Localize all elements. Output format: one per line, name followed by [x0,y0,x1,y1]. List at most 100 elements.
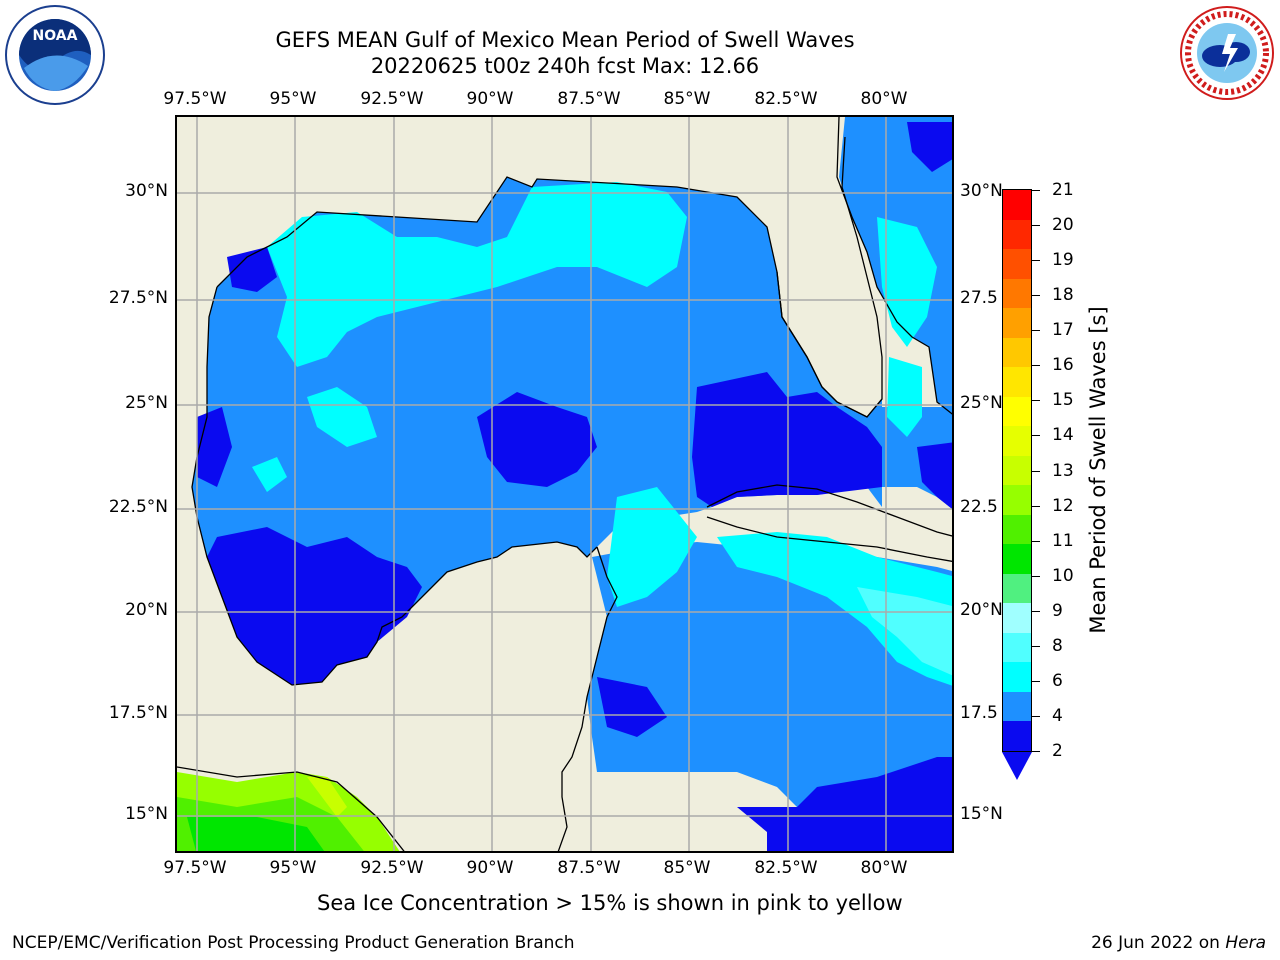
colorbar-title: Mean Period of Swell Waves [s] [1086,306,1110,634]
lat-label-right: 17.5 [960,703,998,723]
colorbar-segment [1003,455,1031,486]
lat-label-right: 20°N [960,600,1003,620]
lat-label-right: 15°N [960,804,1003,824]
colorbar-tick [1032,330,1040,332]
lon-label-top: 80°W [860,89,908,109]
swell-deepblue-campeche [207,527,422,685]
colorbar-segment [1003,544,1031,575]
colorbar-tick [1032,190,1040,191]
lon-label-top: 85°W [663,89,711,109]
colorbar-segment [1003,308,1031,339]
lon-label-bottom: 82.5°W [754,858,818,878]
svg-text:NOAA: NOAA [33,28,78,44]
colorbar-tick [1032,470,1040,472]
colorbar-segment [1003,219,1031,250]
map-subtitle: 20220625 t00z 240h fcst Max: 12.66 [370,54,760,78]
yucatan-coastline [557,546,618,851]
footer-producer: NCEP/EMC/Verification Post Processing Pr… [12,933,575,953]
lon-label-top: 87.5°W [557,89,621,109]
lon-label-bottom: 90°W [466,858,514,878]
colorbar-segment [1003,662,1031,693]
colorbar-segment [1003,691,1031,722]
gulf-of-mexico-map [175,115,954,853]
sea-ice-note: Sea Ice Concentration > 15% is shown in … [317,891,903,915]
lat-label-right: 27.5 [960,288,998,308]
colorbar-tick-label: 10 [1052,565,1074,586]
lon-label-bottom: 97.5°W [163,858,227,878]
lon-label-top: 90°W [466,89,514,109]
noaa-logo: NOAA [4,4,106,106]
footer-date: 26 Jun 2022 on Hera [1091,933,1266,953]
lon-label-bottom: 87.5°W [557,858,621,878]
colorbar-tick [1032,540,1040,542]
colorbar-tick-label: 4 [1052,705,1063,726]
lat-label-left: 15°N [125,804,168,824]
colorbar-tick [1032,260,1040,262]
lat-label-left: 30°N [125,181,168,201]
colorbar-tick-label: 21 [1052,180,1074,200]
colorbar-segment [1003,249,1031,280]
colorbar-tick-label: 8 [1052,635,1063,656]
colorbar-tick-label: 9 [1052,600,1063,621]
colorbar-tick-label: 6 [1052,670,1063,691]
colorbar-tick [1032,715,1040,717]
colorbar-extend-arrow [1002,752,1032,780]
swell-period-field [177,117,952,851]
colorbar-tick [1032,295,1040,297]
lon-label-bottom: 92.5°W [360,858,424,878]
national-weather-service-logo [1178,4,1276,102]
lat-label-left: 17.5°N [108,703,168,723]
lat-label-right: 22.5 [960,497,998,517]
lat-label-left: 25°N [125,393,168,413]
colorbar-tick [1032,400,1040,402]
lon-label-top: 95°W [269,89,317,109]
colorbar-tick [1032,575,1040,577]
colorbar-segment [1003,721,1031,752]
lat-label-right: 30°N [960,181,1003,201]
colorbar-segment [1003,603,1031,634]
colorbar-tick [1032,610,1040,612]
lat-label-left: 27.5°N [108,288,168,308]
colorbar [1002,189,1032,752]
lon-label-bottom: 85°W [663,858,711,878]
colorbar-tick-label: 15 [1052,390,1074,411]
graticule [177,117,952,851]
colorbar-tick-label: 12 [1052,495,1074,516]
colorbar-tick-label: 14 [1052,425,1074,446]
map-title: GEFS MEAN Gulf of Mexico Mean Period of … [275,28,855,52]
lat-label-left: 22.5°N [108,497,168,517]
colorbar-tick-label: 19 [1052,250,1074,271]
colorbar-segment [1003,573,1031,604]
lon-label-top: 92.5°W [360,89,424,109]
colorbar-segment [1003,367,1031,398]
colorbar-segment [1003,485,1031,516]
lon-label-bottom: 80°W [860,858,908,878]
colorbar-segment [1003,190,1031,220]
lat-label-left: 20°N [125,600,168,620]
colorbar-tick [1032,435,1040,437]
lon-label-top: 82.5°W [754,89,818,109]
colorbar-segment [1003,337,1031,368]
lon-label-top: 97.5°W [163,89,227,109]
colorbar-tick-label: 2 [1052,741,1063,761]
colorbar-tick-label: 17 [1052,320,1074,341]
colorbar-tick-label: 18 [1052,285,1074,306]
colorbar-segment [1003,632,1031,663]
colorbar-tick [1032,505,1040,507]
colorbar-segment [1003,426,1031,457]
colorbar-tick [1032,365,1040,367]
colorbar-tick-label: 20 [1052,215,1074,236]
colorbar-tick-label: 11 [1052,530,1074,551]
swell-cyan-north [267,182,687,367]
lat-label-right: 25°N [960,393,1003,413]
colorbar-segment [1003,278,1031,309]
colorbar-tick [1032,751,1040,752]
lon-label-bottom: 95°W [269,858,317,878]
colorbar-tick-label: 13 [1052,460,1074,481]
colorbar-segment [1003,396,1031,427]
cuba-coastline [706,484,952,562]
colorbar-tick [1032,680,1040,682]
colorbar-tick-label: 16 [1052,355,1074,376]
colorbar-tick [1032,225,1040,227]
colorbar-segment [1003,514,1031,545]
